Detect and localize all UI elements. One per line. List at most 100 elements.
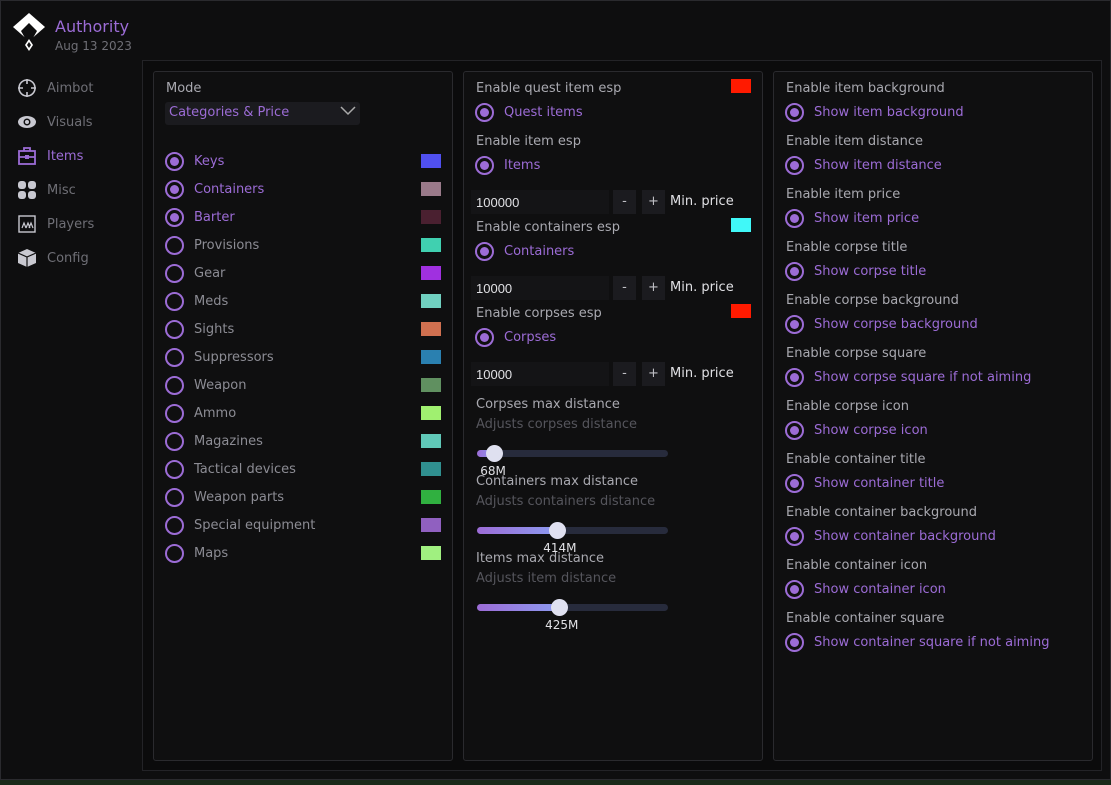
category-radio-tactical-devices[interactable]: Tactical devices bbox=[165, 460, 296, 479]
min-price-input[interactable] bbox=[471, 276, 609, 300]
color-swatch[interactable] bbox=[731, 79, 751, 93]
radio-circle bbox=[785, 262, 804, 281]
color-swatch[interactable] bbox=[421, 322, 441, 336]
category-radio-weapon-parts[interactable]: Weapon parts bbox=[165, 488, 284, 507]
cube-icon bbox=[17, 249, 37, 267]
color-swatch[interactable] bbox=[421, 154, 441, 168]
slider-handle[interactable] bbox=[551, 599, 569, 616]
esp-toggle[interactable]: Quest items bbox=[475, 103, 583, 122]
color-swatch[interactable] bbox=[421, 294, 441, 308]
category-radio-containers[interactable]: Containers bbox=[165, 180, 264, 199]
min-price-input[interactable] bbox=[471, 190, 609, 214]
category-radio-weapon[interactable]: Weapon bbox=[165, 376, 247, 395]
categories-column bbox=[153, 71, 453, 761]
radio-circle bbox=[165, 460, 184, 479]
slider-description: Adjusts containers distance bbox=[476, 494, 656, 509]
radio-label: Special equipment bbox=[194, 518, 316, 533]
color-swatch[interactable] bbox=[731, 304, 751, 318]
color-swatch[interactable] bbox=[421, 546, 441, 560]
category-radio-gear[interactable]: Gear bbox=[165, 264, 225, 283]
category-radio-special-equipment[interactable]: Special equipment bbox=[165, 516, 315, 535]
slider-handle[interactable] bbox=[549, 522, 567, 539]
color-swatch[interactable] bbox=[421, 266, 441, 280]
increment-button[interactable]: + bbox=[642, 190, 665, 214]
slider-handle[interactable] bbox=[486, 445, 504, 462]
color-swatch[interactable] bbox=[731, 218, 751, 232]
option-label: Enable corpse title bbox=[786, 240, 908, 255]
radio-label: Containers bbox=[504, 244, 575, 259]
distance-slider[interactable] bbox=[477, 599, 668, 616]
display-options-column bbox=[773, 71, 1093, 761]
display-toggle[interactable]: Show container icon bbox=[785, 580, 946, 599]
option-label: Enable container icon bbox=[786, 558, 928, 573]
category-radio-ammo[interactable]: Ammo bbox=[165, 404, 236, 423]
color-swatch[interactable] bbox=[421, 490, 441, 504]
sidebar-item-items[interactable]: Items bbox=[17, 139, 94, 173]
display-toggle[interactable]: Show container square if not aiming bbox=[785, 633, 1049, 652]
mode-value: Categories & Price bbox=[169, 105, 290, 120]
color-swatch[interactable] bbox=[421, 182, 441, 196]
sidebar-nav: Aimbot Visuals Items Misc Players Config bbox=[17, 71, 94, 275]
display-toggle[interactable]: Show item price bbox=[785, 209, 919, 228]
display-toggle[interactable]: Show corpse icon bbox=[785, 421, 928, 440]
category-radio-suppressors[interactable]: Suppressors bbox=[165, 348, 274, 367]
esp-toggle[interactable]: Containers bbox=[475, 242, 574, 261]
sidebar-item-label: Players bbox=[47, 216, 95, 232]
radio-circle bbox=[165, 264, 184, 283]
radio-circle bbox=[785, 421, 804, 440]
category-radio-keys[interactable]: Keys bbox=[165, 152, 224, 171]
sidebar-item-label: Aimbot bbox=[47, 80, 94, 96]
distance-slider[interactable] bbox=[477, 522, 668, 539]
sidebar-item-visuals[interactable]: Visuals bbox=[17, 105, 94, 139]
slider-label: Corpses max distance bbox=[476, 397, 620, 412]
radio-label: Barter bbox=[194, 210, 235, 225]
color-swatch[interactable] bbox=[421, 518, 441, 532]
display-toggle[interactable]: Show container title bbox=[785, 474, 944, 493]
category-radio-maps[interactable]: Maps bbox=[165, 544, 228, 563]
color-swatch[interactable] bbox=[421, 210, 441, 224]
sidebar-item-misc[interactable]: Misc bbox=[17, 173, 94, 207]
display-toggle[interactable]: Show corpse background bbox=[785, 315, 978, 334]
color-swatch[interactable] bbox=[421, 378, 441, 392]
radio-label: Weapon bbox=[194, 378, 247, 393]
min-price-input[interactable] bbox=[471, 362, 609, 386]
slider-fill bbox=[477, 604, 560, 611]
decrement-button[interactable]: - bbox=[613, 276, 636, 300]
display-toggle[interactable]: Show item distance bbox=[785, 156, 942, 175]
sidebar-item-label: Items bbox=[47, 148, 84, 164]
color-swatch[interactable] bbox=[421, 462, 441, 476]
mode-dropdown[interactable]: Categories & Price bbox=[165, 102, 360, 125]
slider-description: Adjusts item distance bbox=[476, 571, 617, 586]
color-swatch[interactable] bbox=[421, 406, 441, 420]
sidebar-item-players[interactable]: Players bbox=[17, 207, 94, 241]
decrement-button[interactable]: - bbox=[613, 190, 636, 214]
sidebar-item-aimbot[interactable]: Aimbot bbox=[17, 71, 94, 105]
slider-value: 68M bbox=[480, 464, 506, 478]
category-radio-meds[interactable]: Meds bbox=[165, 292, 228, 311]
category-radio-magazines[interactable]: Magazines bbox=[165, 432, 263, 451]
color-swatch[interactable] bbox=[421, 350, 441, 364]
slider-label: Items max distance bbox=[476, 551, 605, 566]
display-toggle[interactable]: Show item background bbox=[785, 103, 964, 122]
display-toggle[interactable]: Show corpse square if not aiming bbox=[785, 368, 1031, 387]
color-swatch[interactable] bbox=[421, 238, 441, 252]
display-toggle[interactable]: Show corpse title bbox=[785, 262, 926, 281]
esp-toggle[interactable]: Corpses bbox=[475, 328, 556, 347]
sidebar-item-config[interactable]: Config bbox=[17, 241, 94, 275]
radio-circle bbox=[165, 432, 184, 451]
category-radio-provisions[interactable]: Provisions bbox=[165, 236, 259, 255]
section-label: Enable item esp bbox=[476, 134, 581, 149]
category-radio-sights[interactable]: Sights bbox=[165, 320, 234, 339]
min-price-label: Min. price bbox=[670, 280, 734, 295]
increment-button[interactable]: + bbox=[642, 276, 665, 300]
category-radio-barter[interactable]: Barter bbox=[165, 208, 235, 227]
color-swatch[interactable] bbox=[421, 434, 441, 448]
display-toggle[interactable]: Show container background bbox=[785, 527, 996, 546]
decrement-button[interactable]: - bbox=[613, 362, 636, 386]
min-price-label: Min. price bbox=[670, 366, 734, 381]
increment-button[interactable]: + bbox=[642, 362, 665, 386]
radio-circle bbox=[785, 209, 804, 228]
esp-toggle[interactable]: Items bbox=[475, 156, 540, 175]
distance-slider[interactable] bbox=[477, 445, 668, 462]
